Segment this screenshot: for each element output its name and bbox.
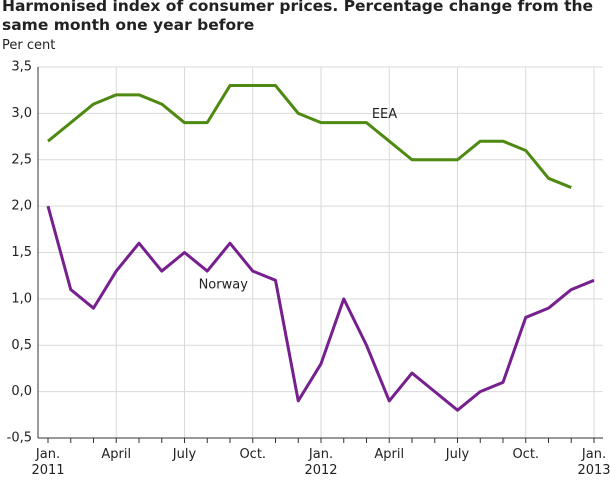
x-tick-label: April (101, 447, 132, 462)
y-tick-label: 1,5 (11, 245, 32, 260)
series-label: Norway (199, 278, 249, 293)
line-series (46, 205, 595, 412)
x-tick-label: Oct. (512, 447, 540, 462)
y-tick-label: -0,5 (7, 431, 32, 446)
y-tick-label: 2,5 (11, 152, 32, 167)
y-axis-label: Per cent (2, 38, 56, 53)
chart-title: Harmonised index of consumer prices. Per… (2, 0, 594, 34)
x-tick-label: Jan. 2011 (31, 447, 65, 478)
y-tick-label: 0,5 (11, 338, 32, 353)
y-tick-label: 2,0 (11, 199, 32, 214)
y-tick-label: 3,0 (11, 106, 32, 121)
line-series (47, 84, 572, 189)
x-tick-label: Jan. 2013 (577, 447, 610, 478)
y-tick-label: 3,5 (11, 60, 32, 75)
y-tick-label: 0,0 (11, 384, 32, 399)
x-tick-label: Jan. 2012 (304, 447, 338, 478)
y-tick-label: 1,0 (11, 291, 32, 306)
series-label: EEA (372, 107, 397, 122)
x-tick-label: July (172, 447, 197, 462)
x-tick-label: April (374, 447, 405, 462)
x-tick-label: Oct. (239, 447, 267, 462)
x-tick-label: July (445, 447, 470, 462)
